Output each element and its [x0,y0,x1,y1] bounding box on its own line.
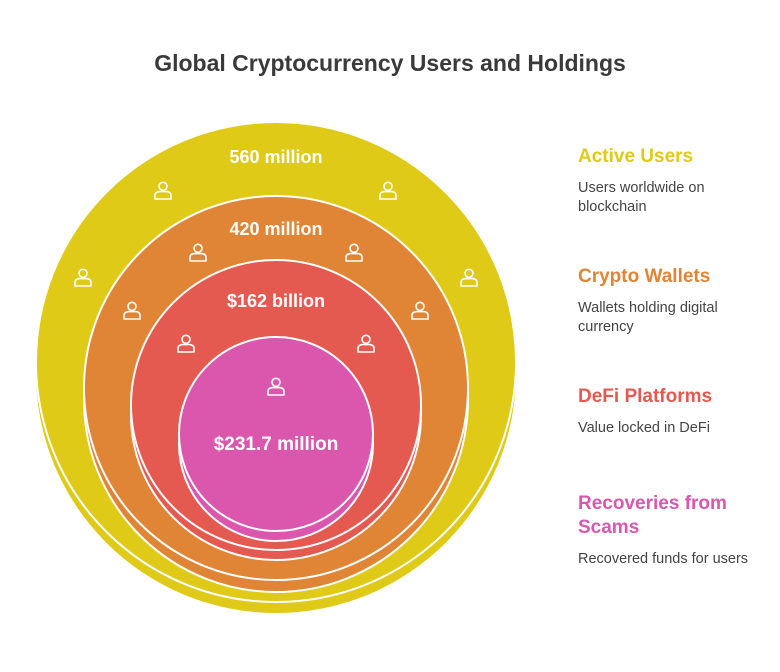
ring-crypto-wallets-value: 420 million [229,219,322,239]
ring-recoveries-value: $231.7 million [214,434,339,455]
ring-active-users-value: 560 million [229,147,322,167]
ring-defi-platforms-value: $162 billion [227,291,325,311]
ring-recoveries [178,336,374,542]
legend-desc-recoveries: Recovered funds for users [578,551,749,567]
legend-desc-defi-platforms: Value locked in DeFi [578,420,710,436]
legend-item-crypto-wallets: Crypto Wallets Wallets holding digital c… [578,265,768,337]
diagram-title: Global Cryptocurrency Users and Holdings [154,50,626,76]
legend-title-recoveries: Recoveries from Scams [578,493,727,538]
legend-item-recoveries: Recoveries from Scams Recovered funds fo… [578,492,768,569]
legend-title-crypto-wallets: Crypto Wallets [578,266,711,287]
legend-desc-crypto-wallets: Wallets holding digital currency [578,300,718,335]
ring-recoveries-disc [178,336,374,532]
legend-item-defi-platforms: DeFi Platforms Value locked in DeFi [578,385,768,438]
legend-item-active-users: Active Users Users worldwide on blockcha… [578,145,768,217]
legend-title-defi-platforms: DeFi Platforms [578,386,713,407]
legend-title-active-users: Active Users [578,146,694,167]
legend-desc-active-users: Users worldwide on blockchain [578,180,705,215]
